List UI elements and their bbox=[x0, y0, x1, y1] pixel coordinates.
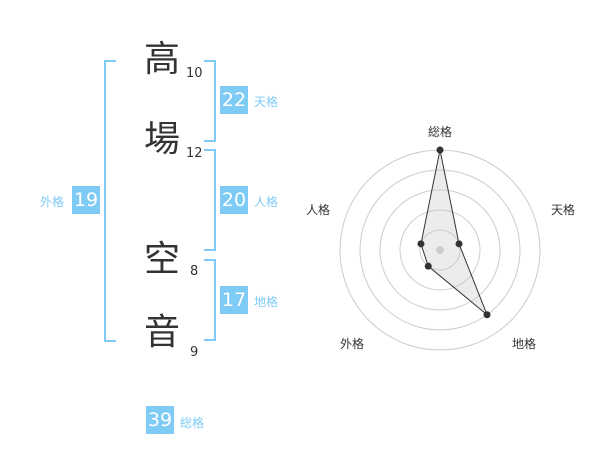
soukaku-label: 総格 bbox=[180, 416, 205, 430]
name-char: 音 bbox=[143, 312, 180, 353]
stroke-count: 9 bbox=[190, 345, 199, 360]
radar-ring bbox=[419, 229, 461, 271]
soukaku-value: 39 bbox=[146, 406, 174, 434]
chikaku-bracket bbox=[204, 259, 216, 341]
radar-label-gaikaku: 外格 bbox=[340, 337, 365, 351]
radar-ring bbox=[379, 189, 501, 311]
radar-point bbox=[455, 240, 463, 248]
tenkaku-label: 天格 bbox=[254, 95, 279, 109]
gaikaku-bracket bbox=[104, 60, 116, 342]
radar-label-soukaku: 総格 bbox=[428, 125, 453, 139]
radar-ring bbox=[399, 209, 481, 291]
chikaku-label: 地格 bbox=[254, 295, 279, 309]
name-char: 高 bbox=[143, 39, 180, 80]
stroke-count: 12 bbox=[186, 146, 203, 161]
jinkaku-label: 人格 bbox=[254, 195, 279, 209]
radar-center bbox=[436, 246, 444, 254]
tenkaku-value: 22 bbox=[220, 86, 248, 114]
radar-label-jinkaku: 人格 bbox=[306, 203, 331, 217]
gaikaku-label: 外格 bbox=[40, 195, 65, 209]
name-char: 場 bbox=[143, 119, 180, 160]
jinkaku-bracket bbox=[204, 149, 216, 251]
radar-label-tenkaku: 天格 bbox=[551, 203, 576, 217]
stroke-count: 10 bbox=[186, 66, 203, 81]
tenkaku-bracket bbox=[204, 60, 216, 142]
jinkaku-value: 20 bbox=[220, 186, 248, 214]
stroke-count: 8 bbox=[190, 264, 199, 279]
radar-point bbox=[436, 146, 444, 154]
name-char: 空 bbox=[143, 239, 180, 280]
radar-point bbox=[417, 240, 425, 248]
radar-shape bbox=[420, 149, 488, 316]
gaikaku-value: 19 bbox=[72, 186, 100, 214]
radar-point bbox=[424, 262, 432, 270]
radar-label-chikaku: 地格 bbox=[512, 337, 537, 351]
chikaku-value: 17 bbox=[220, 286, 248, 314]
radar-ring bbox=[359, 169, 521, 331]
radar-point bbox=[483, 311, 491, 319]
